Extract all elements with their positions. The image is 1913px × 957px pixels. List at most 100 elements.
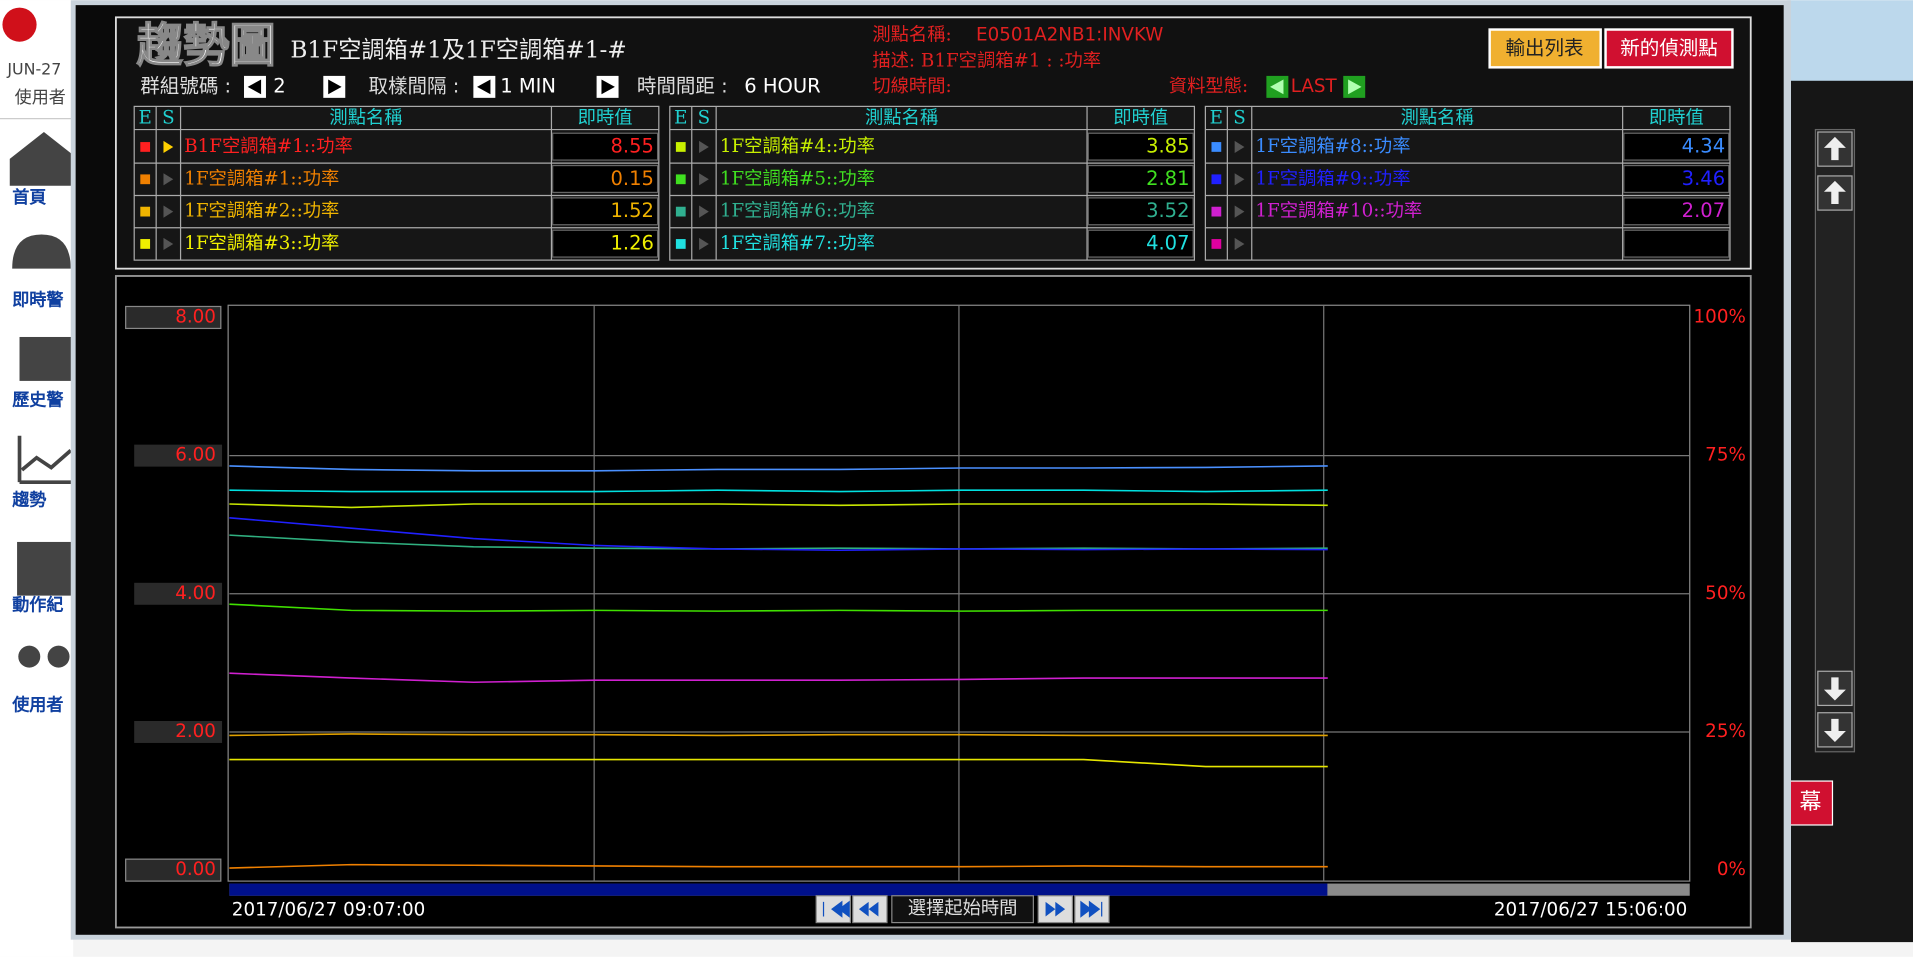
series-line (229, 733, 1328, 737)
point-name: 1F空調箱#4::功率 (720, 136, 875, 157)
sidebar-item[interactable]: 歷史警 (12, 389, 64, 410)
color-swatch (675, 174, 686, 185)
icon (601, 79, 615, 95)
select-arrow (699, 173, 709, 186)
color-swatch (140, 142, 151, 152)
sidebar-item[interactable]: 使用者 (11, 694, 63, 715)
point-name: 1F空調箱#8::功率 (1255, 136, 1410, 157)
color-swatch (140, 206, 151, 217)
point-value: 4.34 (1682, 134, 1725, 157)
sidebar-date: JUN-27 (6, 59, 61, 78)
sidebar-item[interactable]: 趨勢 (11, 489, 46, 510)
column-header: 即時值 (578, 108, 633, 129)
icon (19, 336, 74, 381)
start-time-button[interactable] (891, 895, 1034, 924)
value-box (1623, 197, 1730, 226)
sidebar-item[interactable]: 首頁 (12, 187, 46, 208)
icon (12, 234, 71, 269)
point-name: 1F空調箱#1::功率 (184, 168, 339, 189)
select-arrow (163, 205, 174, 218)
logo (2, 7, 37, 42)
icon (9, 132, 79, 186)
icon (17, 435, 74, 484)
column-header: E (1210, 108, 1223, 129)
column-header: S (1233, 108, 1246, 129)
sidebar-item[interactable]: 即時警 (12, 289, 64, 310)
point-value: 3.52 (1146, 199, 1189, 222)
column-header: 測點名稱 (1401, 108, 1474, 129)
select-arrow (699, 237, 709, 251)
scroll-top[interactable] (1817, 131, 1853, 167)
select-arrow (1234, 205, 1245, 218)
tick-box (134, 720, 223, 743)
select-arrow (699, 140, 709, 154)
color-swatch (675, 239, 686, 249)
scrollbar[interactable] (1814, 128, 1856, 753)
color-swatch (140, 239, 151, 249)
type-value: LAST (1291, 76, 1338, 97)
series-line (229, 465, 1328, 472)
icon (1080, 900, 1103, 918)
icon (328, 79, 342, 95)
column-header: 測點名稱 (329, 108, 402, 129)
value-box (1087, 132, 1194, 161)
value-box (552, 197, 659, 226)
point-value: 0.15 (610, 167, 653, 190)
time-bar-window[interactable] (229, 883, 1328, 896)
point-value: 3.46 (1682, 167, 1725, 190)
y2-tick-label: 100% (1694, 306, 1746, 327)
column-header: 測點名稱 (865, 108, 938, 129)
icon (477, 79, 491, 95)
button-label: 新的偵測點 (1620, 37, 1718, 60)
label: 時間間距 : (637, 74, 728, 97)
y-tick-label: 6.00 (175, 445, 216, 466)
sidebar-user: 使用者 (15, 87, 66, 108)
point-name: 1F空調箱#2::功率 (184, 201, 339, 222)
value-box (552, 132, 659, 161)
select-arrow (699, 205, 709, 218)
color-swatch (675, 206, 686, 217)
value-box (1087, 197, 1194, 226)
color-swatch (1211, 174, 1222, 185)
column-header: 即時值 (1649, 108, 1704, 129)
new-point-button[interactable] (1604, 28, 1734, 69)
tick-box (125, 305, 222, 330)
x-tick-label: 2017/06/27 09:07:00 (232, 899, 425, 920)
color-swatch (140, 174, 151, 185)
y2-tick-label: 0% (1717, 859, 1746, 880)
tick-box (134, 582, 223, 605)
point-value: 1.52 (610, 199, 653, 222)
group-value: 2 (273, 74, 285, 97)
point-name: 1F空調箱#5::功率 (720, 168, 875, 189)
column-header: S (162, 108, 175, 129)
column-header: 即時值 (1113, 108, 1168, 129)
icon (247, 79, 262, 95)
select-arrow (1234, 140, 1245, 154)
value-box (552, 164, 659, 194)
y-tick-label: 0.00 (175, 859, 216, 880)
column-header: S (698, 108, 711, 129)
label: 群組號碼 : (140, 74, 231, 97)
icon (1823, 677, 1846, 701)
group-title: B1F空調箱#1及1F空調箱#1-# (290, 36, 626, 63)
sidebar-item[interactable]: 動作紀 (12, 594, 63, 615)
icon (18, 645, 41, 668)
interval-value: 1 MIN (500, 74, 556, 97)
logo-title: 趨勢圖 (137, 19, 276, 73)
color-swatch (675, 142, 686, 152)
select-arrow (1234, 237, 1245, 251)
series-line (229, 516, 1328, 552)
value-box (1623, 132, 1730, 161)
tick-box (125, 858, 222, 882)
point-value: E0501A2NB1:INVKW (976, 25, 1163, 46)
value-box (1087, 164, 1194, 194)
series-line (229, 603, 1328, 612)
label: 資料型態: (1169, 76, 1248, 97)
value-box (1623, 164, 1730, 194)
series-line (229, 672, 1328, 684)
color-swatch (1211, 206, 1222, 217)
export-button[interactable] (1488, 28, 1602, 69)
side-button-label: 幕 (1800, 790, 1822, 815)
